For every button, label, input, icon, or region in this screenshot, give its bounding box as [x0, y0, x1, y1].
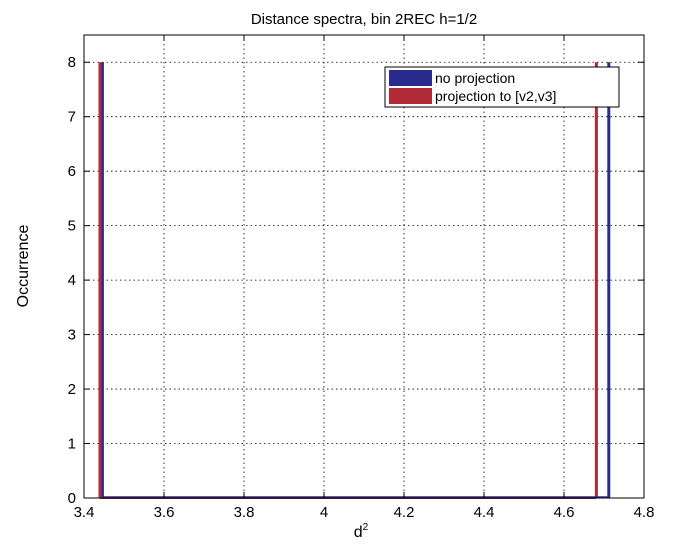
legend: no projection projection to [v2,v3]	[384, 66, 620, 108]
y-tick-label: 3	[68, 327, 76, 344]
x-tick-label: 3.4	[74, 504, 95, 521]
grid-lines	[84, 35, 644, 498]
y-tick-label: 4	[68, 272, 76, 289]
x-tick-label: 4.2	[394, 504, 415, 521]
y-tick-label: 5	[68, 218, 76, 235]
x-tick-labels: 3.4 3.6 3.8 4 4.2 4.4 4.6 4.8	[74, 504, 655, 521]
legend-swatch-no-projection	[389, 70, 432, 86]
x-tick-label: 4.8	[634, 504, 655, 521]
x-tick-label: 3.6	[154, 504, 175, 521]
axis-ticks	[83, 35, 645, 499]
y-axis-label: Occurrence	[15, 225, 32, 308]
y-tick-label: 0	[68, 490, 76, 507]
y-tick-label: 1	[68, 436, 76, 453]
legend-label-no-projection: no projection	[435, 70, 515, 86]
x-tick-label: 3.8	[234, 504, 255, 521]
x-tick-label: 4.4	[474, 504, 495, 521]
plot-background	[84, 35, 644, 498]
legend-swatch-projection	[389, 88, 432, 104]
y-tick-labels: 0 1 2 3 4 5 6 7 8	[68, 54, 76, 507]
x-axis-label: d2	[354, 522, 369, 541]
x-axis-label-base: d	[354, 524, 363, 541]
x-tick-label: 4.6	[554, 504, 575, 521]
x-axis-label-superscript: 2	[363, 522, 369, 533]
plot-frame	[83, 34, 645, 499]
y-tick-label: 2	[68, 381, 76, 398]
y-tick-label: 6	[68, 163, 76, 180]
legend-label-projection: projection to [v2,v3]	[435, 88, 556, 104]
chart-title: Distance spectra, bin 2REC h=1/2	[251, 11, 477, 28]
y-tick-label: 7	[68, 109, 76, 126]
y-tick-label: 8	[68, 54, 76, 71]
x-tick-label: 4	[320, 504, 328, 521]
